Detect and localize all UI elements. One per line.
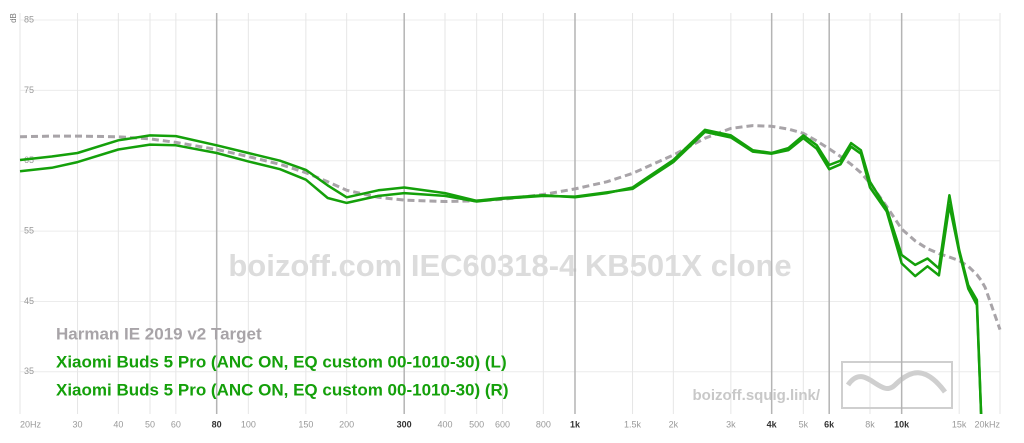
x-tick-label: 80 (212, 419, 222, 429)
x-tick-label: 10k (894, 419, 910, 429)
x-tick-label: 100 (241, 419, 256, 429)
x-tick-label: 60 (171, 419, 181, 429)
legend-entry: Xiaomi Buds 5 Pro (ANC ON, EQ custom 00-… (56, 352, 507, 371)
x-tick-label: 3k (726, 419, 736, 429)
y-tick-label: 45 (24, 296, 34, 306)
y-tick-label: 75 (24, 85, 34, 95)
x-tick-label: 1k (570, 419, 581, 429)
series-line (19, 124, 1002, 331)
y-axis-label: dB (9, 13, 18, 23)
x-tick-label: 150 (298, 419, 313, 429)
x-tick-label: 40 (113, 419, 123, 429)
series-line (19, 130, 983, 415)
series-line (19, 128, 983, 415)
site-label: boizoff.squig.link/ (693, 387, 821, 404)
x-tick-label: 4k (767, 419, 778, 429)
legend-entry: Xiaomi Buds 5 Pro (ANC ON, EQ custom 00-… (56, 380, 509, 399)
x-tick-label: 500 (469, 419, 484, 429)
x-tick-label: 5k (799, 419, 809, 429)
x-tick-label: 20kHz (974, 419, 1000, 429)
x-tick-label: 50 (145, 419, 155, 429)
x-tick-label: 8k (865, 419, 875, 429)
y-tick-label: 85 (24, 14, 34, 24)
x-tick-label: 15k (952, 419, 967, 429)
y-tick-label: 55 (24, 225, 34, 235)
x-tick-label: 400 (437, 419, 452, 429)
x-tick-label: 6k (824, 419, 835, 429)
x-tick-label: 300 (397, 419, 412, 429)
x-tick-label: 600 (495, 419, 510, 429)
x-tick-label: 20Hz (20, 419, 42, 429)
x-tick-label: 200 (339, 419, 354, 429)
logo (841, 361, 953, 409)
x-tick-label: 2k (669, 419, 679, 429)
y-tick-label: 35 (24, 366, 34, 376)
x-tick-label: 1.5k (624, 419, 642, 429)
watermark: boizoff.com IEC60318-4 KB501X clone (228, 248, 791, 283)
x-tick-label: 30 (73, 419, 83, 429)
legend-entry: Harman IE 2019 v2 Target (56, 324, 262, 343)
x-tick-label: 800 (536, 419, 551, 429)
